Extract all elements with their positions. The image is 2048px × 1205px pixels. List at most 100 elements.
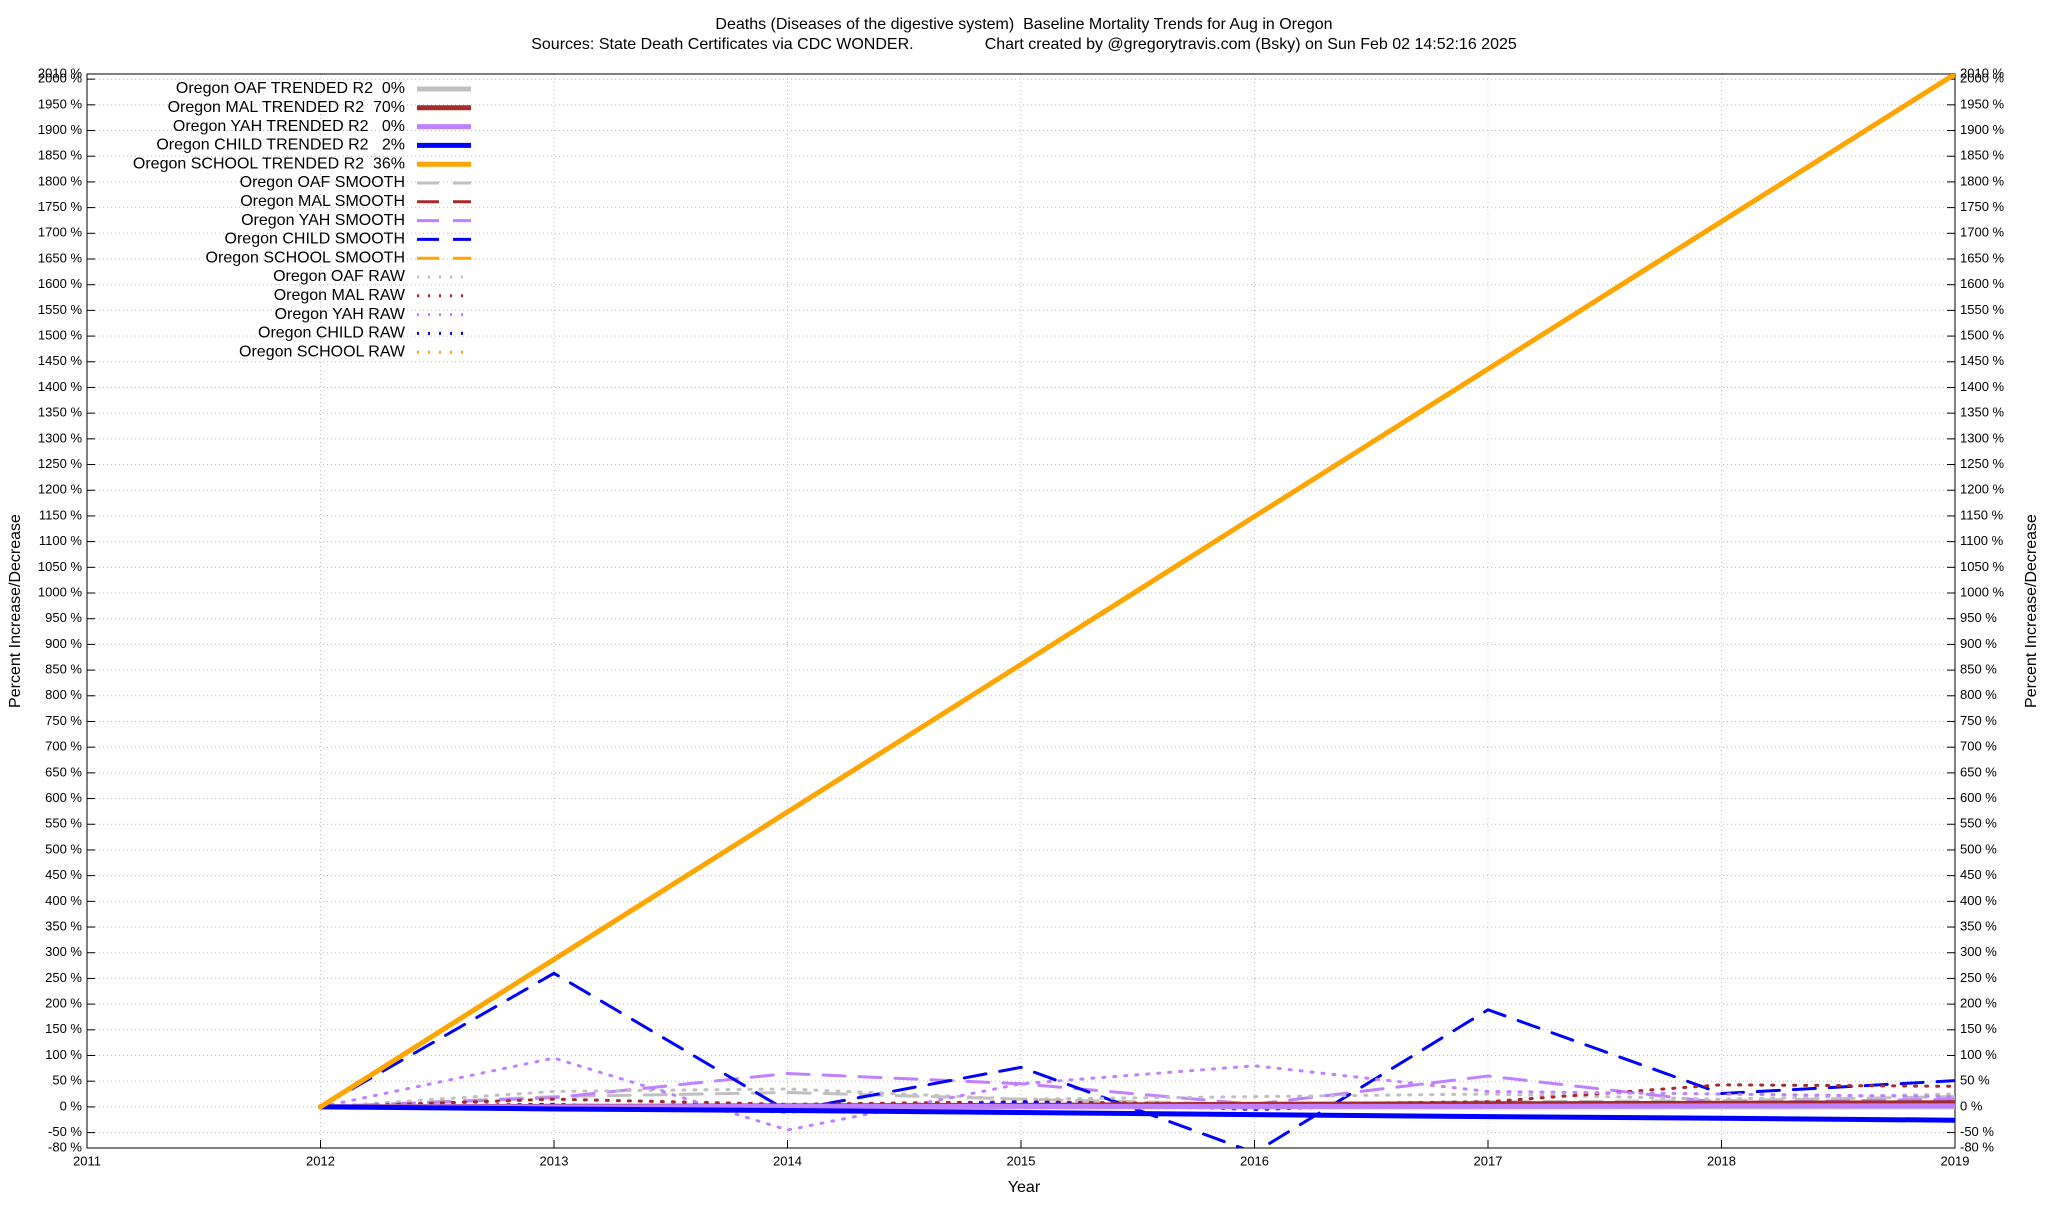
y2-tick-label: 600 % xyxy=(1960,790,1997,805)
chart-title: Deaths (Diseases of the digestive system… xyxy=(715,16,1332,33)
y2-tick-label: 200 % xyxy=(1960,996,1997,1011)
y-tick-label: 1550 % xyxy=(38,302,83,317)
y2-tick-label: 2000 % xyxy=(1960,71,2005,86)
y2-tick-label: 550 % xyxy=(1960,816,1997,831)
x-tick-label: 2018 xyxy=(1707,1153,1736,1168)
y2-tick-label: 2010 % xyxy=(1960,65,2005,80)
series-line xyxy=(319,1056,1955,1132)
legend-label: Oregon MAL TRENDED R2 70% xyxy=(168,99,405,116)
y2-tick-label: 1350 % xyxy=(1960,405,2005,420)
y2-tick-label: 650 % xyxy=(1960,764,1997,779)
y-tick-label: 1650 % xyxy=(38,250,83,265)
x-tick-label: 2015 xyxy=(1007,1153,1036,1168)
y-tick-label: 700 % xyxy=(45,739,82,754)
legend-label: Oregon MAL SMOOTH xyxy=(240,193,405,210)
y2-tick-label: 350 % xyxy=(1960,918,1997,933)
y2-tick-label: 1650 % xyxy=(1960,250,2005,265)
y-tick-label: 1300 % xyxy=(38,430,83,445)
legend-label: Oregon CHILD TRENDED R2 2% xyxy=(156,137,405,154)
y2-axis-label: Percent Increase/Decrease xyxy=(2023,514,2040,708)
legend-label: Oregon YAH RAW xyxy=(275,306,406,323)
y-tick-label: 1950 % xyxy=(38,96,83,111)
y-tick-label: 750 % xyxy=(45,713,82,728)
y2-tick-label: 0 % xyxy=(1960,1098,1983,1113)
y-tick-label: 50 % xyxy=(52,1073,82,1088)
y2-tick-label: 1150 % xyxy=(1960,507,2004,522)
y-tick-label: 1050 % xyxy=(38,559,83,574)
y-tick-label: 950 % xyxy=(45,610,82,625)
legend-label: Oregon OAF SMOOTH xyxy=(240,174,405,191)
y-tick-label: 1850 % xyxy=(38,148,83,163)
y2-tick-label: 1400 % xyxy=(1960,379,2005,394)
legend-label: Oregon YAH TRENDED R2 0% xyxy=(173,118,405,135)
y-tick-label: 1400 % xyxy=(38,379,83,394)
y-tick-label: -80 % xyxy=(48,1139,82,1154)
legend-label: Oregon SCHOOL SMOOTH xyxy=(206,249,405,266)
y-axis-label: Percent Increase/Decrease xyxy=(7,514,24,708)
y2-tick-label: 1550 % xyxy=(1960,302,2005,317)
y2-tick-label: -80 % xyxy=(1960,1139,1994,1154)
series-line xyxy=(318,1104,1955,1123)
y-tick-label: -50 % xyxy=(48,1124,82,1139)
y2-tick-label: 950 % xyxy=(1960,610,1997,625)
x-tick-label: 2013 xyxy=(540,1153,569,1168)
y2-tick-label: 50 % xyxy=(1960,1073,1990,1088)
y-tick-label: 400 % xyxy=(45,893,82,908)
chart-subtitle: Sources: State Death Certificates via CD… xyxy=(531,36,1517,53)
x-tick-label: 2014 xyxy=(773,1153,802,1168)
y2-tick-label: 100 % xyxy=(1960,1047,1997,1062)
y-tick-label: 1600 % xyxy=(38,276,83,291)
series-line xyxy=(319,971,1955,1148)
series-line xyxy=(319,1087,1955,1109)
y2-tick-label: 500 % xyxy=(1960,841,1997,856)
y-tick-label: 1500 % xyxy=(38,328,83,343)
legend-label: Oregon YAH SMOOTH xyxy=(241,212,405,229)
legend-label: Oregon CHILD RAW xyxy=(258,325,406,342)
legend-label: Oregon MAL RAW xyxy=(274,287,406,304)
y-tick-label: 1150 % xyxy=(39,507,83,522)
y2-tick-label: 300 % xyxy=(1960,944,1997,959)
x-tick-label: 2012 xyxy=(306,1153,335,1168)
legend-label: Oregon SCHOOL TRENDED R2 36% xyxy=(133,155,405,172)
y2-tick-label: 150 % xyxy=(1960,1021,1997,1036)
y2-tick-label: 450 % xyxy=(1960,867,1997,882)
x-tick-label: 2019 xyxy=(1941,1153,1970,1168)
y2-tick-label: 750 % xyxy=(1960,713,1997,728)
y2-tick-label: 1050 % xyxy=(1960,559,2005,574)
y2-tick-label: 250 % xyxy=(1960,970,1997,985)
x-axis-label: Year xyxy=(1008,1179,1041,1196)
legend-label: Oregon OAF RAW xyxy=(273,268,406,285)
y-tick-label: 500 % xyxy=(45,841,82,856)
plot-area xyxy=(318,74,1955,1148)
series-line xyxy=(318,74,1955,1110)
plot-border xyxy=(86,73,1956,1149)
x-tick-label: 2016 xyxy=(1240,1153,1269,1168)
y2-tick-label: 1850 % xyxy=(1960,148,2005,163)
x-tick-label: 2017 xyxy=(1474,1153,1503,1168)
y-tick-label: 1000 % xyxy=(38,584,83,599)
y-tick-label: 600 % xyxy=(45,790,82,805)
y2-tick-label: 800 % xyxy=(1960,687,1997,702)
y-tick-label: 1100 % xyxy=(39,533,83,548)
y-tick-label: 1700 % xyxy=(38,225,83,240)
y-tick-label: 1450 % xyxy=(38,353,83,368)
y-tick-label: 350 % xyxy=(45,918,82,933)
y-tick-label: 2000 % xyxy=(38,71,83,86)
y-tick-label: 150 % xyxy=(45,1021,82,1036)
series-line xyxy=(319,1091,1955,1109)
y-tick-label: 900 % xyxy=(45,636,82,651)
y2-tick-label: 1450 % xyxy=(1960,353,2005,368)
y-tick-label: 1350 % xyxy=(38,405,83,420)
y2-tick-label: 1300 % xyxy=(1960,430,2005,445)
y2-tick-label: 1500 % xyxy=(1960,328,2005,343)
y2-tick-label: 900 % xyxy=(1960,636,1997,651)
y-tick-label: 850 % xyxy=(45,662,82,677)
y2-tick-label: 1700 % xyxy=(1960,225,2005,240)
legend-label: Oregon CHILD SMOOTH xyxy=(225,231,405,248)
y-tick-label: 100 % xyxy=(45,1047,82,1062)
y2-tick-label: 1950 % xyxy=(1960,96,2005,111)
y2-tick-label: 850 % xyxy=(1960,662,1997,677)
y2-tick-label: 1800 % xyxy=(1960,173,2005,188)
y2-tick-label: 1750 % xyxy=(1960,199,2005,214)
